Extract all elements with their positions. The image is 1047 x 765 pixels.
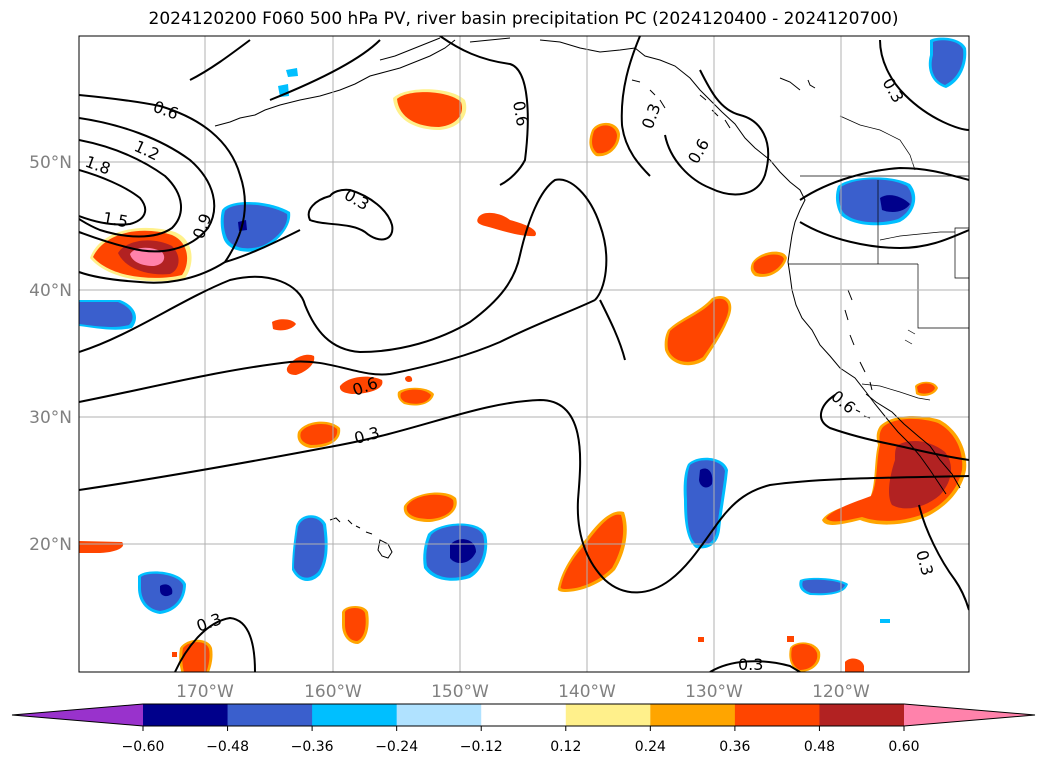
borders [788, 115, 969, 401]
anomaly-blob [917, 383, 935, 394]
anomaly-blob [160, 584, 173, 597]
lat-label: 40°N [29, 281, 72, 301]
lat-label: 20°N [29, 535, 72, 555]
map-background [79, 36, 969, 672]
pv-contours [79, 36, 969, 672]
colorbar-tick-label: 0.60 [888, 739, 919, 755]
anomaly-blob [79, 302, 133, 327]
colorbar-segment [227, 704, 313, 726]
anomaly-blob [345, 608, 366, 641]
coastlines [214, 37, 961, 559]
colorbar-tick-label: −0.60 [122, 739, 165, 755]
colorbar-segment [396, 704, 482, 726]
anomaly-blob [286, 68, 298, 77]
lat-label: 50°N [29, 153, 72, 173]
contour-label: 0.6 [509, 99, 532, 127]
colorbar-tick-label: −0.36 [291, 739, 334, 755]
colorbar-segment [819, 704, 905, 726]
contour-label: 0.3 [738, 655, 763, 674]
colorbar-segment [143, 704, 229, 726]
anomaly-blob [223, 204, 288, 249]
colorbar-tick-label: −0.24 [375, 739, 418, 755]
anomaly-blob [405, 375, 413, 382]
lon-label: 130°W [685, 682, 743, 702]
anomaly-blob [339, 376, 383, 394]
colorbar-extend-high [904, 704, 1035, 726]
colorbar-segment [481, 704, 567, 726]
anomaly-blob [667, 298, 729, 362]
lat-label: 30°N [29, 408, 72, 428]
anomaly-blob [300, 423, 338, 445]
anomaly-blob [880, 619, 890, 623]
anomaly-blob [477, 212, 536, 237]
anomaly-blob [286, 354, 315, 375]
contour-label: 1.5 [101, 208, 129, 231]
colorbar-tick-label: 0.12 [550, 739, 581, 755]
anomaly-blob [182, 642, 210, 672]
colorbar-tick-label: 0.24 [635, 739, 666, 755]
anomaly-blob [753, 254, 784, 274]
anomaly-blob [802, 579, 845, 594]
anomaly-blob [699, 468, 713, 488]
colorbar-segment [734, 704, 820, 726]
colorbar-tick-label: 0.48 [804, 739, 835, 755]
map-frame [78, 35, 970, 673]
colorbar-tick-label: −0.12 [460, 739, 503, 755]
lon-label: 170°W [176, 682, 234, 702]
anomaly-blob [791, 643, 818, 670]
negative-anomalies [79, 37, 967, 623]
anomaly-blob [787, 636, 794, 642]
anomaly-blob [686, 460, 725, 546]
colorbar-segment [312, 704, 398, 726]
anomaly-blob [294, 517, 325, 578]
anomaly-blob [845, 658, 864, 672]
colorbar-extend-low [12, 704, 143, 726]
colorbar-tick-label: 0.36 [719, 739, 750, 755]
lon-label: 150°W [431, 682, 489, 702]
anomaly-blob [397, 92, 463, 127]
anomaly-blob [400, 389, 431, 404]
colorbar-tick-label: −0.48 [206, 739, 249, 755]
anomaly-blob [592, 125, 617, 154]
anomaly-blob [272, 319, 296, 331]
anomaly-blob [888, 440, 952, 509]
lon-label: 120°W [812, 682, 870, 702]
anomaly-blob [450, 539, 476, 564]
anomaly-blob [406, 494, 454, 519]
anomaly-blob [931, 40, 964, 85]
longitude-labels: 170°W 160°W 150°W 140°W 130°W 120°W [176, 682, 870, 702]
anomaly-blob [880, 195, 910, 212]
colorbar-segment [650, 704, 736, 726]
anomaly-blob [560, 514, 624, 589]
lon-label: 160°W [304, 682, 362, 702]
map-content: 0.6 1.2 1.8 1.5 0.9 0.3 0.6 0.3 0.6 0.3 … [79, 36, 969, 674]
colorbar-segment [565, 704, 651, 726]
lon-label: 140°W [558, 682, 616, 702]
anomaly-blob [172, 652, 177, 657]
figure-title: 2024120200 F060 500 hPa PV, river basin … [148, 9, 899, 29]
colorbar: −0.60 −0.48 −0.36 −0.24 −0.12 0.12 0.24 0.36 0.4… [11, 703, 1036, 755]
latitude-labels: 50°N 40°N 30°N 20°N [29, 153, 72, 555]
anomaly-blob [698, 637, 704, 642]
